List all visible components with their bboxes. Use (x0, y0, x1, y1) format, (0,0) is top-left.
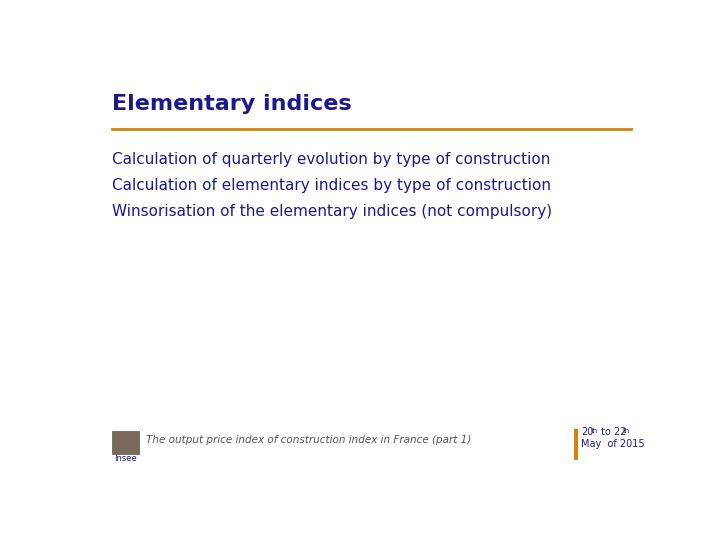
Text: Elementary indices: Elementary indices (112, 94, 352, 114)
Text: Winsorisation of the elementary indices (not compulsory): Winsorisation of the elementary indices … (112, 204, 552, 219)
Text: 20: 20 (581, 427, 593, 437)
Text: Insee: Insee (114, 454, 137, 463)
Text: th: th (591, 428, 598, 434)
Text: to 22: to 22 (598, 427, 626, 437)
FancyBboxPatch shape (112, 431, 139, 454)
FancyBboxPatch shape (575, 429, 578, 460)
Text: Calculation of quarterly evolution by type of construction: Calculation of quarterly evolution by ty… (112, 152, 551, 167)
Text: The output price index of construction index in France (part 1): The output price index of construction i… (145, 435, 471, 445)
Text: May  of 2015: May of 2015 (581, 440, 644, 449)
Text: th: th (623, 428, 630, 434)
Text: Calculation of elementary indices by type of construction: Calculation of elementary indices by typ… (112, 178, 552, 193)
